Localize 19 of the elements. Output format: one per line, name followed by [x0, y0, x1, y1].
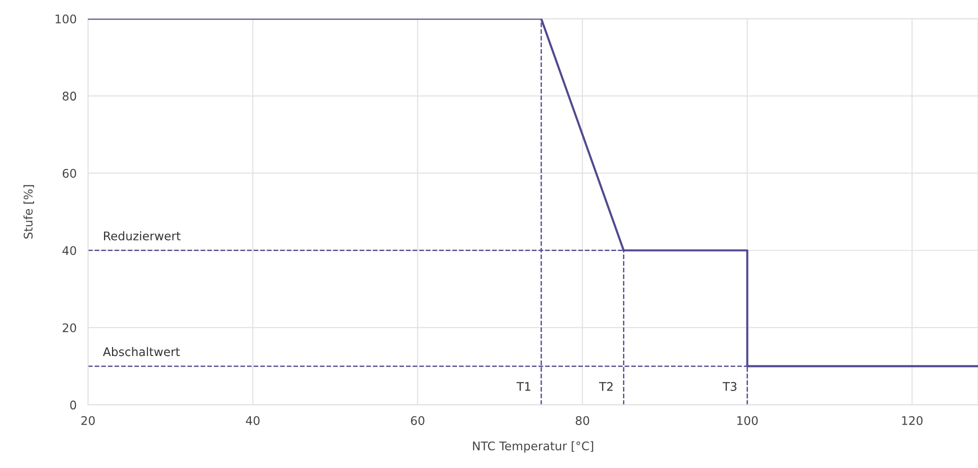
x-tick-label: 100 [737, 416, 758, 426]
ref-line-label: Abschaltwert [102, 347, 180, 356]
x-tick-label: 40 [246, 416, 260, 426]
ref-line-label: T1 [516, 382, 530, 391]
y-tick-label: 0 [70, 400, 76, 410]
y-tick-label: 60 [62, 168, 76, 178]
y-axis-title: Stufe [%] [24, 185, 34, 239]
y-tick-label: 80 [62, 92, 76, 101]
x-tick-label: 120 [902, 416, 923, 426]
y-tick-label: 40 [62, 246, 76, 256]
x-tick-label: 60 [410, 416, 424, 426]
x-tick-label: 80 [576, 416, 590, 426]
x-tick-label: 20 [81, 416, 95, 426]
y-tick-label: 20 [62, 323, 76, 332]
y-tick-label: 100 [56, 14, 76, 24]
ref-line-label: T2 [599, 382, 613, 391]
ref-line-label: T3 [722, 382, 736, 391]
x-axis-title: NTC Temperatur [°C] [473, 441, 594, 453]
ref-line-label: Reduzierwert [104, 231, 180, 240]
